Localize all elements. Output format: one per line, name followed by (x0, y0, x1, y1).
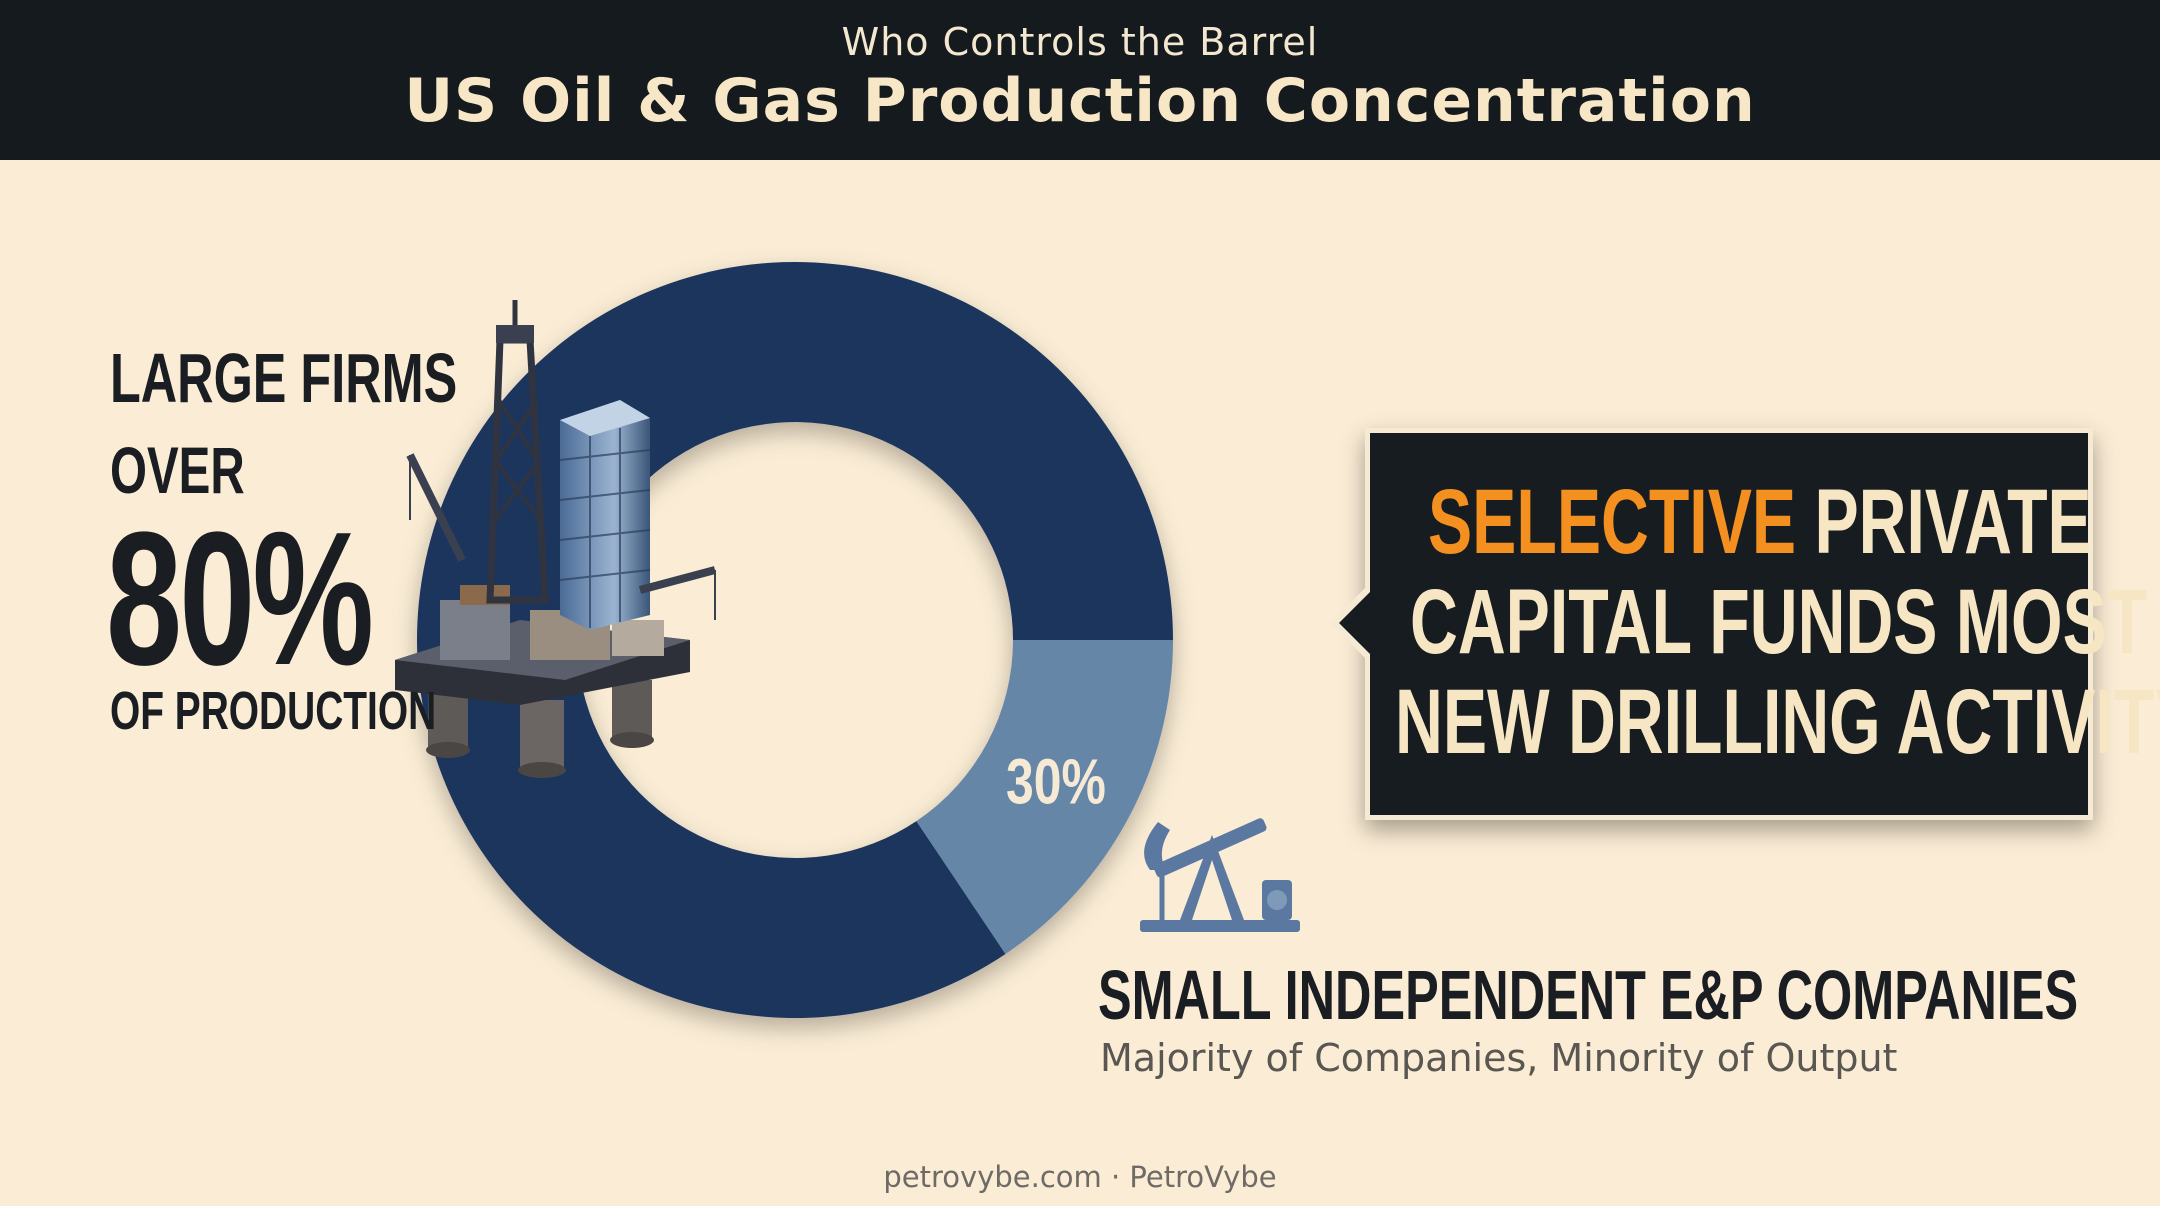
footer-credit: petrovybe.com · PetroVybe (883, 1160, 1277, 1194)
small-companies-subtitle: Majority of Companies, Minority of Outpu… (1100, 1036, 1898, 1080)
callout-line-2: CAPITAL FUNDS MOST (1410, 571, 2148, 673)
large-firms-percent: 80% (106, 493, 374, 705)
chart-title: US Oil & Gas Production Concentration (404, 66, 1756, 136)
chart-subtitle: Who Controls the Barrel (841, 20, 1319, 64)
callout-line-3: NEW DRILLING ACTIVITY (1395, 671, 2160, 773)
callout-box (1365, 428, 2093, 820)
donut-segment-small-companies (916, 640, 1173, 954)
callout-accent-word: SELECTIVE (1428, 471, 1797, 573)
callout-pointer-inner (1339, 589, 1373, 657)
small-companies-title: SMALL INDEPENDENT E&P COMPANIES (1098, 956, 2079, 1034)
donut-label-small-companies: 30% (1006, 747, 1106, 818)
large-firms-of-production: OF PRODUCTION (110, 681, 437, 741)
pumpjack-icon (1140, 818, 1300, 932)
large-firms-over: OVER (110, 433, 245, 507)
header-bar: Who Controls the Barrel US Oil & Gas Pro… (0, 0, 2160, 160)
large-firms-label: LARGE FIRMS (110, 339, 458, 417)
callout-line-1-rest: PRIVATE (1796, 471, 2092, 573)
callout-line-1: SELECTIVE PRIVATE (1428, 470, 2092, 575)
offshore-oil-rig-icon (395, 300, 717, 778)
